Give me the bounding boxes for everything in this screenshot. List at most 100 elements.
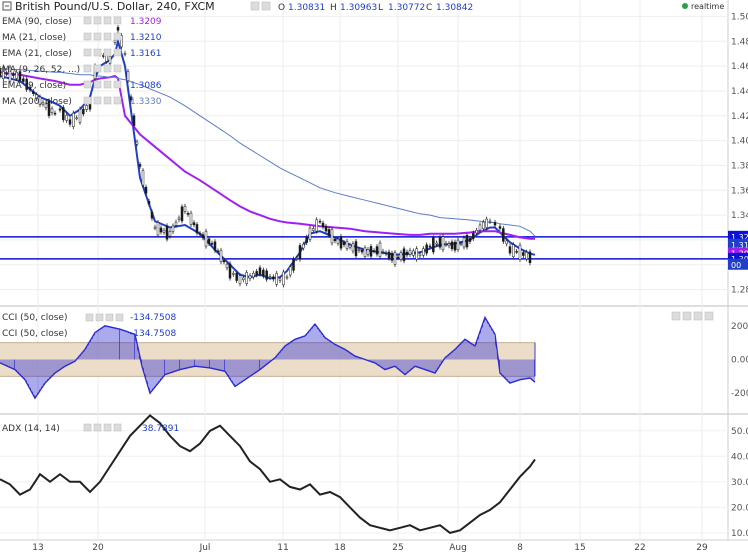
- candle-body: [393, 252, 397, 265]
- eye-icon[interactable]: [83, 48, 92, 57]
- candle-body: [438, 237, 442, 248]
- candle-body: [174, 221, 178, 226]
- eye-icon[interactable]: [83, 16, 92, 25]
- adx-legend: ADX (14, 14) 38.7891: [2, 423, 179, 434]
- candle-body: [505, 240, 508, 245]
- candle-body: [141, 170, 145, 186]
- candle-body: [462, 237, 466, 248]
- arrow-down-icon[interactable]: [682, 311, 692, 321]
- candle-body: [232, 273, 235, 275]
- cci-label-name: CCI (50, close): [2, 329, 67, 339]
- candle-body: [171, 225, 175, 232]
- eye-icon[interactable]: [85, 313, 94, 322]
- candle-body: [415, 248, 418, 260]
- more-icon[interactable]: [113, 423, 122, 432]
- candle-body: [498, 226, 502, 229]
- indicator-value: 1.3086: [130, 81, 162, 91]
- collapse-icon[interactable]: [2, 1, 12, 11]
- settings-icon[interactable]: [93, 32, 102, 41]
- candle-body: [72, 112, 75, 127]
- candle-body: [275, 273, 278, 285]
- close-icon[interactable]: [103, 32, 112, 41]
- title-controls[interactable]: [250, 1, 271, 11]
- settings-icon[interactable]: [93, 48, 102, 57]
- maximize-icon[interactable]: [693, 311, 703, 321]
- settings-icon[interactable]: [93, 96, 102, 105]
- candle-body: [333, 238, 337, 242]
- candle-body: [396, 256, 400, 259]
- settings-icon[interactable]: [93, 64, 102, 73]
- candle-body: [408, 250, 412, 255]
- more-icon[interactable]: [113, 32, 122, 41]
- candle-body: [272, 276, 275, 280]
- eye-icon[interactable]: [83, 423, 92, 432]
- settings-icon[interactable]: [261, 1, 271, 11]
- close-icon[interactable]: [103, 16, 112, 25]
- candle-body: [150, 211, 154, 219]
- candle-body: [422, 248, 425, 256]
- candle-body: [265, 270, 268, 280]
- eye-icon[interactable]: [83, 32, 92, 41]
- candle-body: [330, 229, 334, 244]
- candle-body: [345, 241, 349, 249]
- adx-panel[interactable]: [0, 415, 728, 540]
- adx-label-name: ADX (14, 14): [2, 424, 60, 434]
- candle-body: [129, 96, 133, 101]
- cci-tick-label: -200: [731, 389, 748, 399]
- more-icon[interactable]: [113, 16, 122, 25]
- candle-body: [85, 105, 88, 110]
- indicator-name: EMA (21, close): [2, 49, 72, 59]
- settings-icon[interactable]: [93, 423, 102, 432]
- eye-icon[interactable]: [83, 96, 92, 105]
- candle-body: [508, 246, 512, 254]
- realtime-label: realtime: [691, 2, 724, 11]
- pane-controls[interactable]: [671, 311, 714, 321]
- candle-body: [412, 250, 415, 256]
- more-icon[interactable]: [113, 96, 122, 105]
- adx-tick-label: 40.0: [731, 452, 748, 462]
- more-icon[interactable]: [113, 80, 122, 89]
- series-layer: [0, 24, 536, 534]
- candle-body: [132, 115, 136, 126]
- candle-body: [153, 226, 157, 229]
- candle-body: [478, 224, 482, 231]
- cci-legend: CCI (50, close) -134.7508 CCI (50, close…: [2, 311, 714, 339]
- realtime-status-icon: [682, 3, 688, 9]
- eye-icon[interactable]: [83, 64, 92, 73]
- close-icon[interactable]: [103, 423, 112, 432]
- price-tick-label: 1.50: [731, 12, 748, 22]
- close-icon[interactable]: [103, 80, 112, 89]
- candle-body: [357, 249, 361, 251]
- candle-body: [32, 91, 35, 94]
- close-icon[interactable]: [103, 48, 112, 57]
- eye-icon[interactable]: [250, 1, 260, 11]
- candle-body: [228, 263, 232, 279]
- candle-body: [225, 263, 229, 269]
- settings-icon[interactable]: [93, 16, 102, 25]
- price-tag-label: 00: [731, 261, 741, 270]
- arrow-up-icon[interactable]: [671, 311, 681, 321]
- candle-body: [363, 247, 367, 258]
- more-icon[interactable]: [115, 313, 124, 322]
- candle-body: [282, 271, 285, 286]
- settings-icon[interactable]: [93, 80, 102, 89]
- close-icon[interactable]: [105, 313, 114, 322]
- ohlc-low-label: L: [378, 3, 383, 13]
- adx-controls[interactable]: [83, 423, 122, 432]
- close-icon[interactable]: [103, 96, 112, 105]
- candle-body: [198, 233, 202, 235]
- more-icon[interactable]: [113, 64, 122, 73]
- candle-body: [305, 236, 308, 243]
- grid: [0, 0, 728, 540]
- close-icon[interactable]: [103, 64, 112, 73]
- cci-controls[interactable]: [85, 313, 124, 322]
- more-icon[interactable]: [113, 48, 122, 57]
- close-icon[interactable]: [704, 311, 714, 321]
- candle-body: [245, 272, 248, 284]
- eye-icon[interactable]: [83, 80, 92, 89]
- x-tick-label: 15: [574, 543, 585, 553]
- ohlc-open-label: O: [278, 3, 285, 13]
- settings-icon[interactable]: [95, 313, 104, 322]
- candle-body: [318, 220, 322, 223]
